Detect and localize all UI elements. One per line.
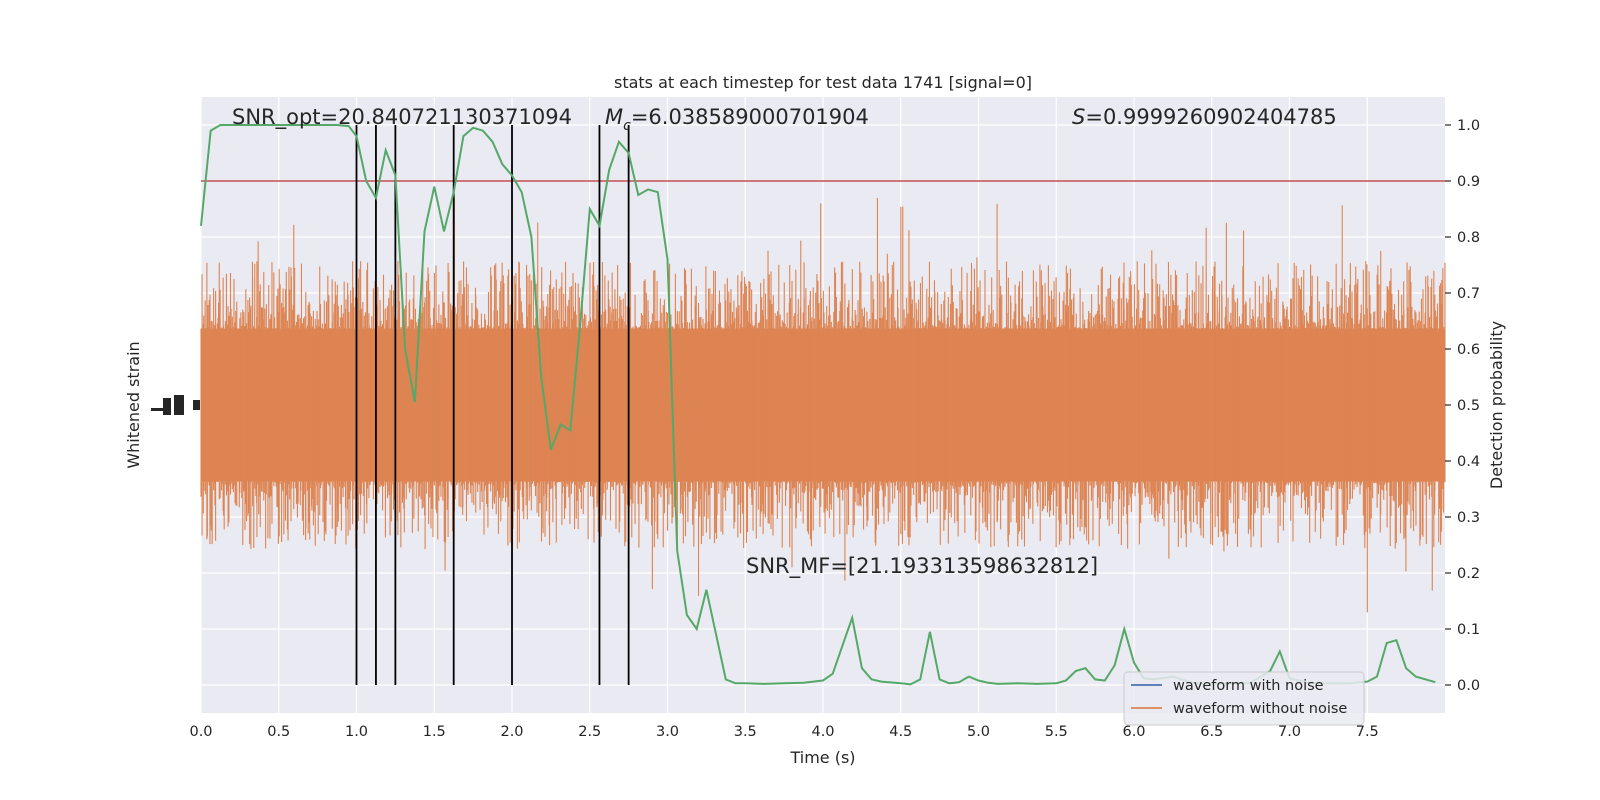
y-tick-label: 0.1	[1457, 622, 1480, 638]
x-tick-label: 5.5	[1045, 724, 1068, 740]
x-tick-label: 2.0	[500, 724, 523, 740]
x-tick-label: 2.5	[578, 724, 601, 740]
s-annotation: S=0.9999260902404785	[1072, 105, 1337, 129]
x-tick-label: 0.5	[267, 724, 290, 740]
x-tick-label: 4.5	[889, 724, 912, 740]
x-axis-ticks: 0.0 0.5 1.0 1.5 2.0 2.5 3.0 3.5 4.0 4.5 5.0 5.5 6.0 6…	[189, 724, 1378, 740]
x-tick-label: 7.5	[1356, 724, 1379, 740]
y-axis-right-ticks: 0.0 0.1 0.2 0.3 0.4 0.5 0.6 0.7 0.8 0.9 1.0	[1445, 118, 1480, 694]
legend-label-with-noise: waveform with noise	[1173, 678, 1324, 694]
chirp-mass-annotation: Mc=6.038589000701904	[605, 105, 869, 134]
x-tick-label: 4.0	[811, 724, 834, 740]
s-symbol: S	[1072, 105, 1085, 129]
chirp-mass-symbol: M	[605, 105, 623, 129]
x-tick-label: 5.0	[967, 724, 990, 740]
y-tick-label: 0.3	[1457, 510, 1480, 526]
x-tick-label: 6.0	[1122, 724, 1145, 740]
y-tick-label: 0.4	[1457, 454, 1480, 470]
chirp-mass-subscript: c	[623, 118, 631, 134]
x-tick-label: 3.0	[656, 724, 679, 740]
x-tick-label: 3.5	[734, 724, 757, 740]
y-tick-label: 0.8	[1457, 230, 1480, 246]
y-tick-label: 0.2	[1457, 566, 1480, 582]
legend-box	[1123, 671, 1365, 726]
chirp-mass-value: =6.038589000701904	[631, 105, 869, 129]
s-value: =0.9999260902404785	[1085, 105, 1336, 129]
snr-mf-annotation: SNR_MF=[21.193313598632812]	[746, 554, 1098, 579]
x-tick-label: 1.0	[345, 724, 368, 740]
y-tick-label: 0.6	[1457, 342, 1480, 358]
vertical-markers	[355, 125, 630, 685]
chart-title: stats at each timestep for test data 174…	[614, 73, 1032, 92]
y-tick-label: 0.9	[1457, 174, 1480, 190]
snr-opt-annotation: SNR_opt=20.840721130371094	[232, 105, 572, 130]
x-tick-label: 7.0	[1278, 724, 1301, 740]
x-tick-label: 1.5	[423, 724, 446, 740]
y-tick-label: 0.5	[1457, 398, 1480, 414]
y-tick-label: 0.0	[1457, 678, 1480, 694]
legend: waveform with noise waveform without noi…	[1123, 671, 1365, 726]
left-axis-squashed-ticks	[151, 395, 200, 415]
x-axis-label: Time (s)	[789, 748, 855, 767]
strain-series	[200, 197, 1446, 613]
y-axis-right-label: Detection probability	[1487, 321, 1506, 489]
legend-label-without-noise: waveform without noise	[1173, 701, 1347, 717]
x-tick-label: 6.5	[1200, 724, 1223, 740]
x-tick-label: 0.0	[189, 724, 212, 740]
y-tick-label: 1.0	[1457, 118, 1480, 134]
y-axis-left-label: Whitened strain	[124, 341, 143, 468]
y-tick-label: 0.7	[1457, 286, 1480, 302]
